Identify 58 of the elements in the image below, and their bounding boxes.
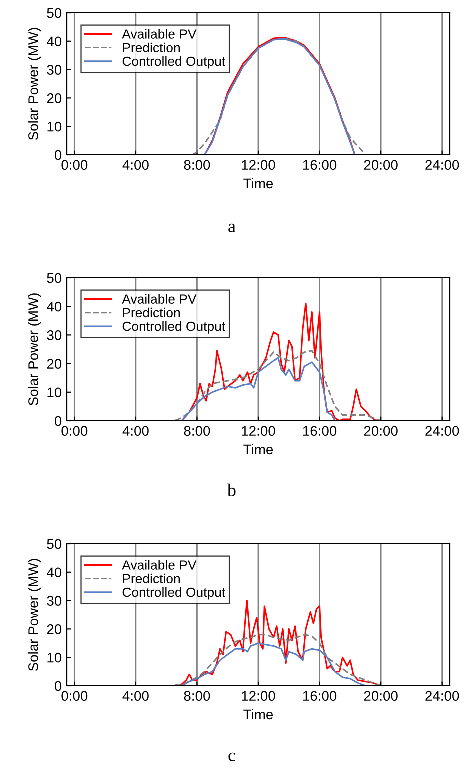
legend-label: Prediction: [123, 42, 180, 53]
y-tick-label: 20: [47, 94, 62, 104]
y-tick-label: 50: [47, 273, 62, 284]
x-tick-label: 12:00: [242, 691, 276, 702]
x-axis-title: Time: [244, 178, 274, 189]
x-tick-label: 20:00: [364, 426, 398, 436]
x-tick-label: 20:00: [364, 160, 398, 170]
text: c: [228, 752, 236, 762]
x-axis-title: Time: [244, 709, 274, 720]
legend-label: Controlled Output: [122, 322, 226, 334]
legend-label: Available PV: [122, 560, 197, 570]
x-tick-label: 4:00: [122, 426, 149, 436]
y-tick-label: 10: [48, 652, 62, 663]
y-tick-label: 40: [47, 302, 62, 312]
y-tick-label: 0: [54, 416, 62, 426]
y-tick-label: 40: [47, 36, 62, 47]
y-tick-label: 0: [54, 150, 62, 160]
y-tick-label: 50: [47, 8, 62, 18]
text: b: [227, 484, 236, 497]
legend-label: Available PV: [122, 294, 197, 304]
y-axis-title: Solar Power (MW): [28, 28, 42, 140]
x-tick-label: 0:00: [62, 160, 88, 170]
y-tick-label: 10: [48, 388, 62, 398]
x-tick-label: 0:00: [62, 691, 88, 702]
y-tick-label: 30: [47, 596, 62, 606]
y-tick-label: 40: [47, 568, 62, 578]
x-tick-label: 12:00: [242, 160, 276, 170]
y-tick-label: 20: [47, 624, 62, 634]
x-tick-label: 16:00: [303, 160, 337, 170]
y-tick-label: 10: [48, 122, 62, 132]
y-tick-label: 50: [47, 539, 62, 550]
x-tick-label: 8:00: [184, 160, 210, 170]
line-series: [74, 642, 444, 686]
legend-label: Prediction: [123, 308, 180, 318]
y-axis-title: Solar Power (MW): [28, 559, 42, 672]
y-tick-label: 30: [47, 330, 62, 340]
x-tick-label: 24:00: [426, 160, 460, 170]
x-tick-label: 8:00: [184, 426, 210, 436]
y-axis-title: Solar Power (MW): [28, 294, 42, 406]
x-tick-label: 24:00: [426, 691, 460, 702]
x-tick-label: 12:00: [242, 426, 276, 436]
y-tick-label: 0: [54, 681, 62, 692]
legend-label: Available PV: [122, 29, 197, 39]
x-tick-label: 16:00: [303, 426, 337, 436]
y-tick-label: 20: [47, 359, 62, 369]
x-tick-label: 4:00: [122, 691, 149, 702]
text: a: [228, 224, 236, 233]
y-tick-label: 30: [47, 65, 62, 75]
x-tick-label: 16:00: [303, 691, 337, 702]
x-tick-label: 4:00: [122, 160, 149, 170]
x-axis-title: Time: [244, 444, 274, 455]
x-tick-label: 0:00: [62, 426, 88, 436]
legend-label: Prediction: [123, 574, 180, 584]
legend-label: Controlled Output: [122, 587, 226, 600]
x-tick-label: 20:00: [364, 691, 398, 702]
x-tick-label: 24:00: [426, 426, 460, 436]
legend-label: Controlled Output: [122, 56, 226, 69]
x-tick-label: 8:00: [184, 691, 210, 702]
